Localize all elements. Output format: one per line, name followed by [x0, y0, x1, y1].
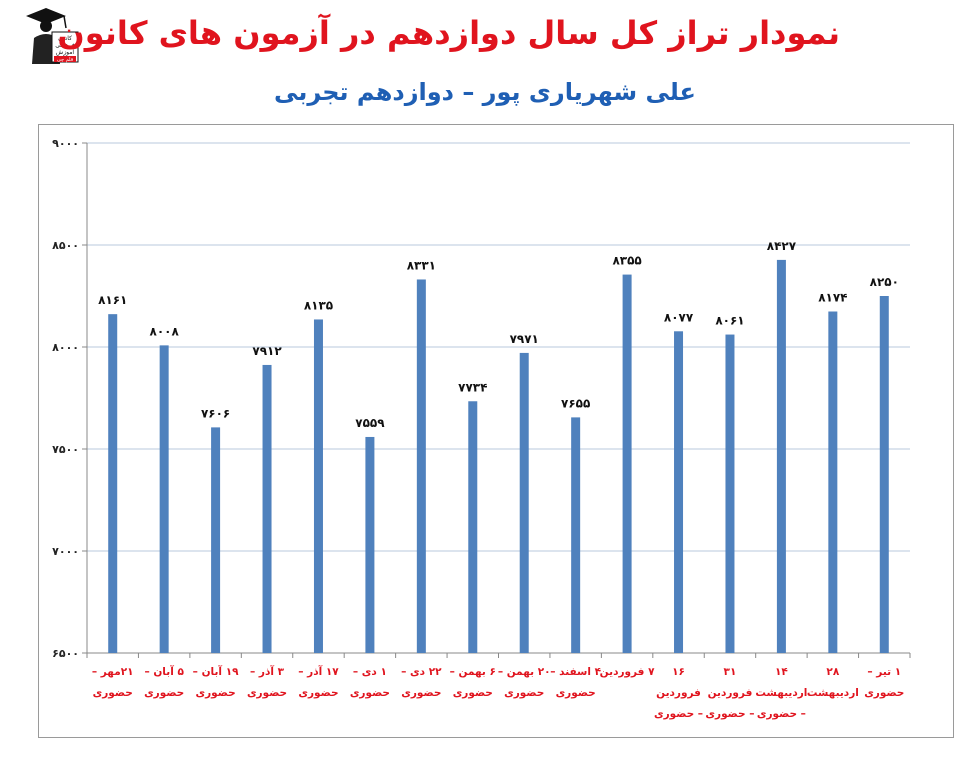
data-label: ۸۱۷۴	[818, 291, 847, 305]
y-tick-label: ۷۰۰۰	[52, 545, 79, 558]
y-tick-label: ۸۵۰۰	[52, 239, 79, 252]
chart-title: نمودار تراز کل سال دوازدهم در آزمون های …	[57, 14, 840, 52]
x-tick-label: ۲۸	[826, 666, 839, 678]
x-tick-label: ۴ اسفند –	[550, 666, 601, 678]
data-label: ۷۶۵۵	[561, 396, 590, 410]
x-tick-label: ۲۱مهر –	[92, 666, 134, 678]
x-tick-label: حضوری	[144, 687, 184, 699]
y-tick-label: ۹۰۰۰	[52, 137, 79, 150]
x-tick-label: اردیبهشت	[755, 687, 807, 699]
data-label: ۸۳۳۱	[407, 258, 436, 272]
x-tick-label: – حضوری	[757, 708, 806, 720]
x-tick-label: حضوری	[504, 687, 544, 699]
x-tick-label: ۲۰ بهمن –	[498, 666, 551, 678]
bar	[571, 417, 581, 653]
x-tick-label: ۳ آذر –	[250, 665, 285, 678]
x-tick-label: ۱ تیر –	[867, 666, 901, 678]
y-tick-label: ۷۵۰۰	[52, 443, 79, 456]
x-tick-label: حضوری	[556, 687, 596, 699]
x-tick-label: – حضوری	[705, 708, 754, 720]
bar	[313, 319, 323, 653]
bar	[674, 331, 684, 653]
x-tick-label: حضوری	[247, 687, 287, 699]
x-tick-label: – حضوری	[654, 708, 703, 720]
x-tick-label: حضوری	[401, 687, 441, 699]
bar	[725, 334, 735, 653]
x-tick-label: حضوری	[298, 687, 338, 699]
x-tick-label: ۱۹ آبان –	[193, 665, 239, 678]
data-label: ۸۳۵۵	[612, 254, 641, 268]
data-label: ۷۶۰۶	[201, 406, 230, 420]
x-tick-label: حضوری	[453, 687, 493, 699]
x-tick-label: ۷ فروردین	[600, 666, 655, 678]
data-label: ۸۴۲۷	[767, 239, 797, 253]
chart-frame: ۶۵۰۰ ۷۰۰۰ ۷۵۰۰ ۸۰۰۰ ۸۵۰۰ ۹۰۰۰ ۸۱۶۱ ۲۱مهر – حضوری…	[38, 124, 954, 738]
bar	[776, 259, 786, 653]
bar	[159, 345, 169, 653]
data-label: ۸۰۰۸	[150, 324, 180, 338]
logo: کانون فرهنگی آموزش قلم چی	[24, 4, 80, 66]
data-label: ۷۷۳۴	[458, 380, 487, 394]
x-tick-label: ۱۶	[672, 666, 685, 678]
x-tick-label: ۱ دی –	[353, 666, 387, 678]
data-label: ۷۹۱۲	[252, 344, 282, 358]
x-tick-label: حضوری	[864, 687, 904, 699]
bar	[468, 401, 478, 653]
bar	[211, 427, 221, 653]
x-tick-label: ۳۱	[724, 666, 737, 678]
bar	[622, 274, 632, 653]
x-tick-label: فروردین	[656, 687, 701, 699]
logo-text: فرهنگی	[55, 41, 75, 49]
bar	[365, 436, 375, 653]
bar-chart: ۶۵۰۰ ۷۰۰۰ ۷۵۰۰ ۸۰۰۰ ۸۵۰۰ ۹۰۰۰ ۸۱۶۱ ۲۱مهر – حضوری…	[52, 137, 911, 720]
data-label: ۸۰۶۱	[715, 314, 744, 328]
graduate-logo-icon: کانون فرهنگی آموزش قلم چی	[26, 8, 79, 64]
logo-text: آموزش	[56, 47, 75, 56]
x-tick-label: فروردین	[708, 687, 753, 699]
bar	[416, 279, 426, 653]
data-label: ۸۰۷۷	[664, 310, 694, 324]
x-tick-label: ۱۴	[775, 666, 788, 678]
y-tick-label: ۶۵۰۰	[52, 647, 79, 660]
x-tick-label: حضوری	[93, 687, 133, 699]
x-tick-label: ۲۲ دی –	[401, 666, 442, 678]
logo-text: کانون	[58, 35, 72, 42]
bar	[519, 352, 529, 653]
data-label: ۸۱۶۱	[98, 293, 127, 307]
y-tick-label: ۸۰۰۰	[52, 341, 79, 354]
logo-text: قلم چی	[57, 57, 74, 63]
x-tick-label: ۶ بهمن –	[450, 666, 496, 678]
x-tick-label: حضوری	[196, 687, 236, 699]
chart-subtitle: علی شهریاری پور – دوازدهم تجربی	[274, 78, 696, 106]
x-tick-label: ۵ آبان –	[144, 665, 184, 678]
x-tick-label: ۱۷ آذر –	[298, 665, 339, 678]
x-tick-label: اردیبهشت	[807, 687, 859, 699]
bar	[262, 364, 272, 653]
data-label: ۷۹۷۱	[510, 332, 539, 346]
bar	[108, 314, 118, 653]
bar	[879, 296, 889, 653]
x-tick-label: حضوری	[350, 687, 390, 699]
data-label: ۷۵۵۹	[355, 416, 385, 430]
data-label: ۸۲۵۰	[870, 275, 899, 289]
bar	[828, 311, 838, 653]
data-label: ۸۱۳۵	[304, 298, 333, 312]
